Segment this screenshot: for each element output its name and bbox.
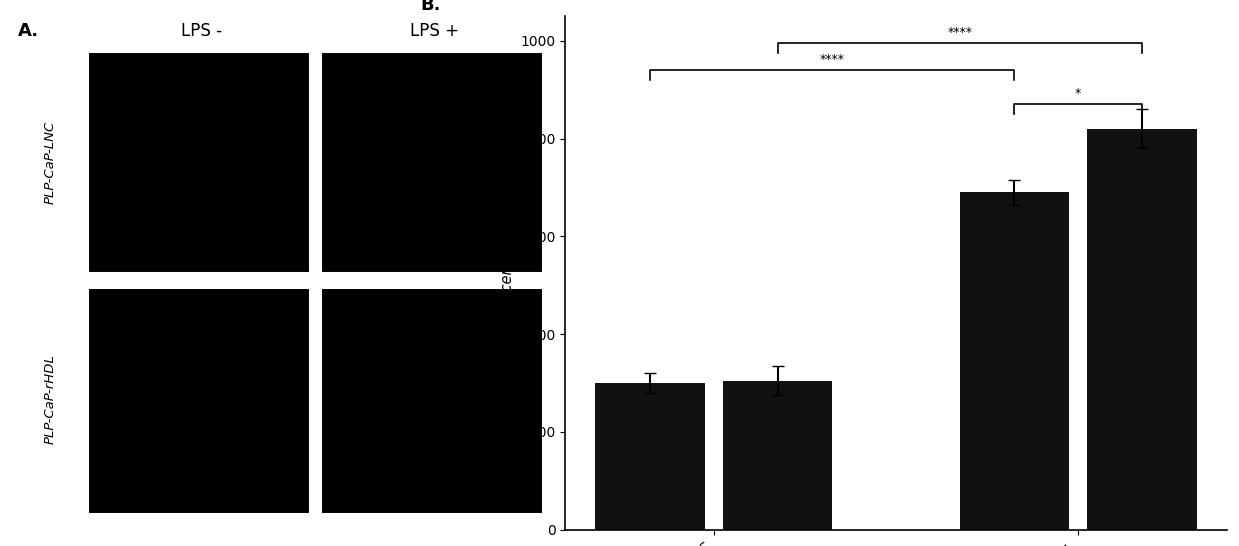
- Bar: [1088, 129, 1197, 530]
- Y-axis label: DiI fluorescence Intensity: DiI fluorescence Intensity: [501, 180, 515, 366]
- Text: PLP-CaP-rHDL: PLP-CaP-rHDL: [43, 354, 57, 444]
- Bar: [960, 192, 1069, 530]
- Text: *: *: [1075, 87, 1082, 100]
- Bar: [88, 52, 310, 273]
- Bar: [321, 288, 543, 514]
- Text: B.: B.: [420, 0, 440, 14]
- Text: A.: A.: [17, 21, 38, 39]
- Text: PLP-CaP-LNC: PLP-CaP-LNC: [43, 121, 57, 204]
- Bar: [321, 52, 543, 273]
- Text: ****: ****: [820, 54, 845, 66]
- Text: LPS -: LPS -: [181, 21, 222, 39]
- Text: ****: ****: [948, 26, 973, 39]
- Bar: [88, 288, 310, 514]
- Bar: [724, 381, 833, 530]
- Text: LPS +: LPS +: [410, 21, 458, 39]
- Bar: [596, 383, 705, 530]
